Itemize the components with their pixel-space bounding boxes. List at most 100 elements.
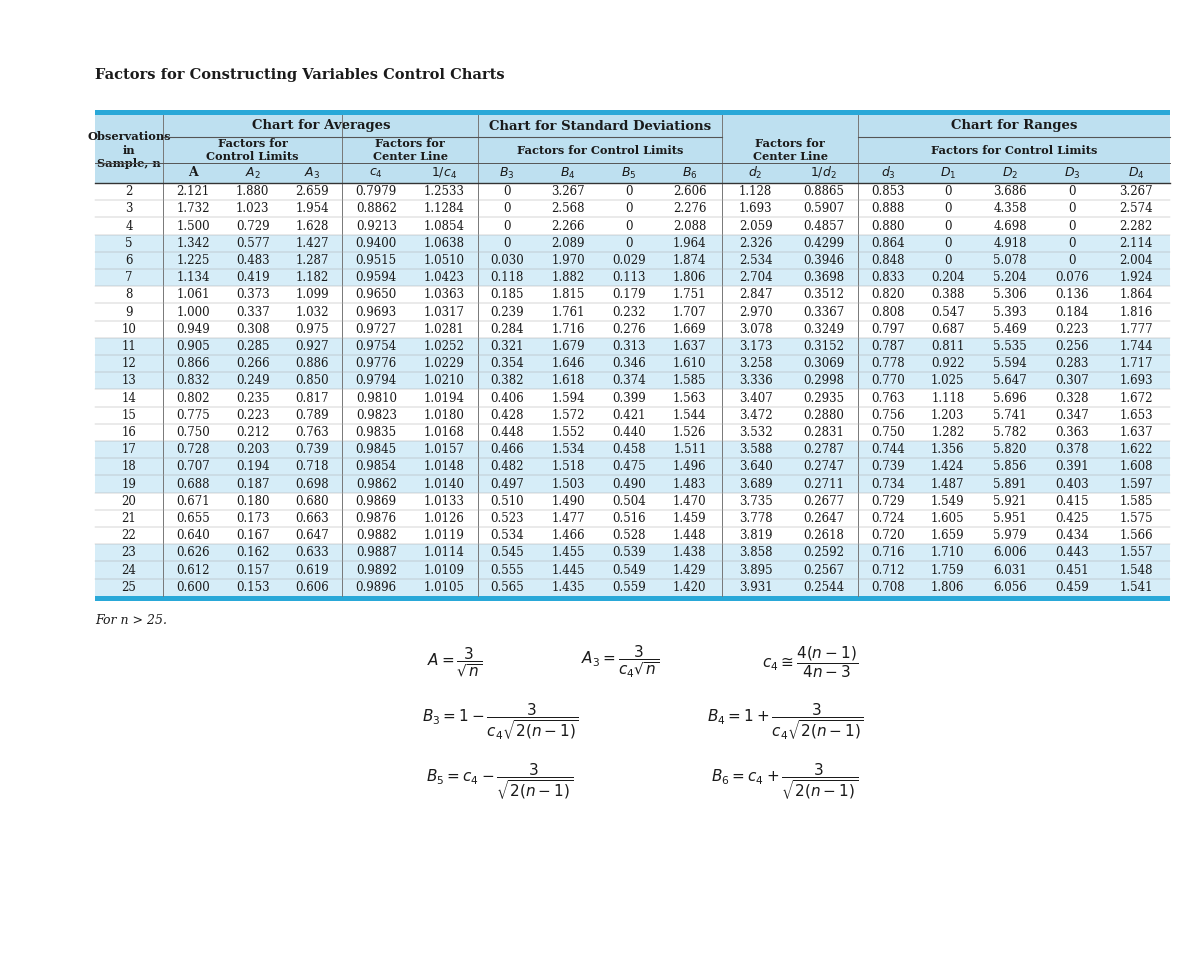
Bar [95, 303, 1170, 321]
Text: 0.3367: 0.3367 [803, 305, 845, 319]
Text: Factors for
Control Limits: Factors for Control Limits [206, 138, 299, 162]
Text: $B_3 = 1 - \dfrac{3}{c_4\sqrt{2(n-1)}}$: $B_3 = 1 - \dfrac{3}{c_4\sqrt{2(n-1)}}$ [421, 702, 578, 742]
Text: 6.031: 6.031 [994, 564, 1027, 577]
Text: 0.688: 0.688 [176, 477, 210, 491]
Text: 1.282: 1.282 [931, 426, 965, 439]
Bar [95, 115, 1170, 596]
Text: 0.223: 0.223 [1055, 323, 1088, 336]
Text: 0.406: 0.406 [491, 392, 524, 404]
Text: $D_3$: $D_3$ [1064, 165, 1080, 180]
Text: 0.718: 0.718 [295, 460, 329, 473]
Text: 1.118: 1.118 [931, 392, 965, 404]
Text: 1.806: 1.806 [931, 581, 965, 593]
Text: 1.864: 1.864 [1120, 288, 1153, 301]
Text: 5.979: 5.979 [994, 529, 1027, 542]
Text: 5.647: 5.647 [994, 374, 1027, 387]
Text: 3.532: 3.532 [739, 426, 773, 439]
Text: 1.608: 1.608 [1120, 460, 1153, 473]
Text: 0.203: 0.203 [236, 444, 270, 456]
Text: 0.232: 0.232 [612, 305, 646, 319]
Text: 1.669: 1.669 [673, 323, 707, 336]
Text: 2.088: 2.088 [673, 220, 707, 232]
Text: 0.421: 0.421 [612, 409, 646, 421]
Text: 0.750: 0.750 [871, 426, 905, 439]
Bar [95, 579, 1170, 596]
Text: 1.203: 1.203 [931, 409, 965, 421]
Text: 1.557: 1.557 [1120, 546, 1153, 560]
Text: $A = \dfrac{3}{\sqrt{n}}$: $A = \dfrac{3}{\sqrt{n}}$ [427, 645, 482, 679]
Text: 0.797: 0.797 [871, 323, 905, 336]
Text: 0.9810: 0.9810 [355, 392, 397, 404]
Text: 1.420: 1.420 [673, 581, 707, 593]
Text: 0.671: 0.671 [176, 494, 210, 508]
Bar [95, 562, 1170, 579]
Text: 1.594: 1.594 [551, 392, 584, 404]
Bar [95, 269, 1170, 286]
Text: 2.659: 2.659 [295, 185, 329, 198]
Text: 1.0180: 1.0180 [424, 409, 464, 421]
Text: 1.610: 1.610 [673, 357, 707, 371]
Text: 1.575: 1.575 [1120, 512, 1153, 525]
Text: 1.964: 1.964 [673, 237, 707, 250]
Text: 1.0157: 1.0157 [424, 444, 464, 456]
Text: 0.346: 0.346 [612, 357, 646, 371]
Text: 0.716: 0.716 [871, 546, 905, 560]
Text: 0.2544: 0.2544 [803, 581, 844, 593]
Text: 2.704: 2.704 [739, 271, 773, 284]
Text: 0.136: 0.136 [1055, 288, 1088, 301]
Text: 1.637: 1.637 [673, 340, 707, 353]
Text: 2.004: 2.004 [1120, 253, 1153, 267]
Text: 0: 0 [1068, 253, 1076, 267]
Bar [95, 423, 1170, 441]
Text: 1.0194: 1.0194 [424, 392, 464, 404]
Text: 0.9693: 0.9693 [355, 305, 397, 319]
Text: 0.9896: 0.9896 [355, 581, 397, 593]
Text: 2: 2 [125, 185, 133, 198]
Text: 0.118: 0.118 [491, 271, 523, 284]
Text: 0: 0 [944, 253, 952, 267]
Text: 0.619: 0.619 [295, 564, 329, 577]
Text: 4: 4 [125, 220, 133, 232]
Text: 0.504: 0.504 [612, 494, 646, 508]
Text: 8: 8 [125, 288, 133, 301]
Text: 1.0105: 1.0105 [424, 581, 464, 593]
Text: $A_3$: $A_3$ [305, 165, 320, 180]
Text: 0: 0 [1068, 203, 1076, 215]
Text: 0.249: 0.249 [236, 374, 270, 387]
Text: 0.223: 0.223 [236, 409, 270, 421]
Text: 0.283: 0.283 [1055, 357, 1088, 371]
Text: 23: 23 [121, 546, 137, 560]
Text: $c_4 \cong \dfrac{4(n-1)}{4n-3}$: $c_4 \cong \dfrac{4(n-1)}{4n-3}$ [762, 644, 858, 680]
Text: 0.539: 0.539 [612, 546, 646, 560]
Text: 0.9835: 0.9835 [355, 426, 397, 439]
Text: 2.282: 2.282 [1120, 220, 1152, 232]
Text: 0.9869: 0.9869 [355, 494, 397, 508]
Text: 0.204: 0.204 [931, 271, 965, 284]
Text: 0: 0 [1068, 220, 1076, 232]
Text: 1.128: 1.128 [739, 185, 772, 198]
Text: 0.9876: 0.9876 [355, 512, 397, 525]
Text: 0.239: 0.239 [491, 305, 524, 319]
Text: 3.407: 3.407 [739, 392, 773, 404]
Text: 1.744: 1.744 [1120, 340, 1153, 353]
Text: 0.729: 0.729 [871, 494, 905, 508]
Bar [95, 183, 1170, 201]
Text: 0.308: 0.308 [236, 323, 270, 336]
Text: 5: 5 [125, 237, 133, 250]
Text: 1.477: 1.477 [551, 512, 584, 525]
Text: 1.032: 1.032 [295, 305, 329, 319]
Text: 6: 6 [125, 253, 133, 267]
Text: 0.647: 0.647 [295, 529, 329, 542]
Text: 16: 16 [121, 426, 137, 439]
Bar [95, 338, 1170, 355]
Text: 0.425: 0.425 [1055, 512, 1088, 525]
Text: 0: 0 [944, 237, 952, 250]
Text: 1.659: 1.659 [931, 529, 965, 542]
Text: $B_4 = 1 + \dfrac{3}{c_4\sqrt{2(n-1)}}$: $B_4 = 1 + \dfrac{3}{c_4\sqrt{2(n-1)}}$ [707, 702, 864, 742]
Text: 0.9887: 0.9887 [355, 546, 397, 560]
Text: $D_2$: $D_2$ [1002, 165, 1018, 180]
Text: 0.9892: 0.9892 [355, 564, 397, 577]
Text: 0.256: 0.256 [1055, 340, 1088, 353]
Text: 0.640: 0.640 [176, 529, 210, 542]
Text: 0.235: 0.235 [236, 392, 270, 404]
